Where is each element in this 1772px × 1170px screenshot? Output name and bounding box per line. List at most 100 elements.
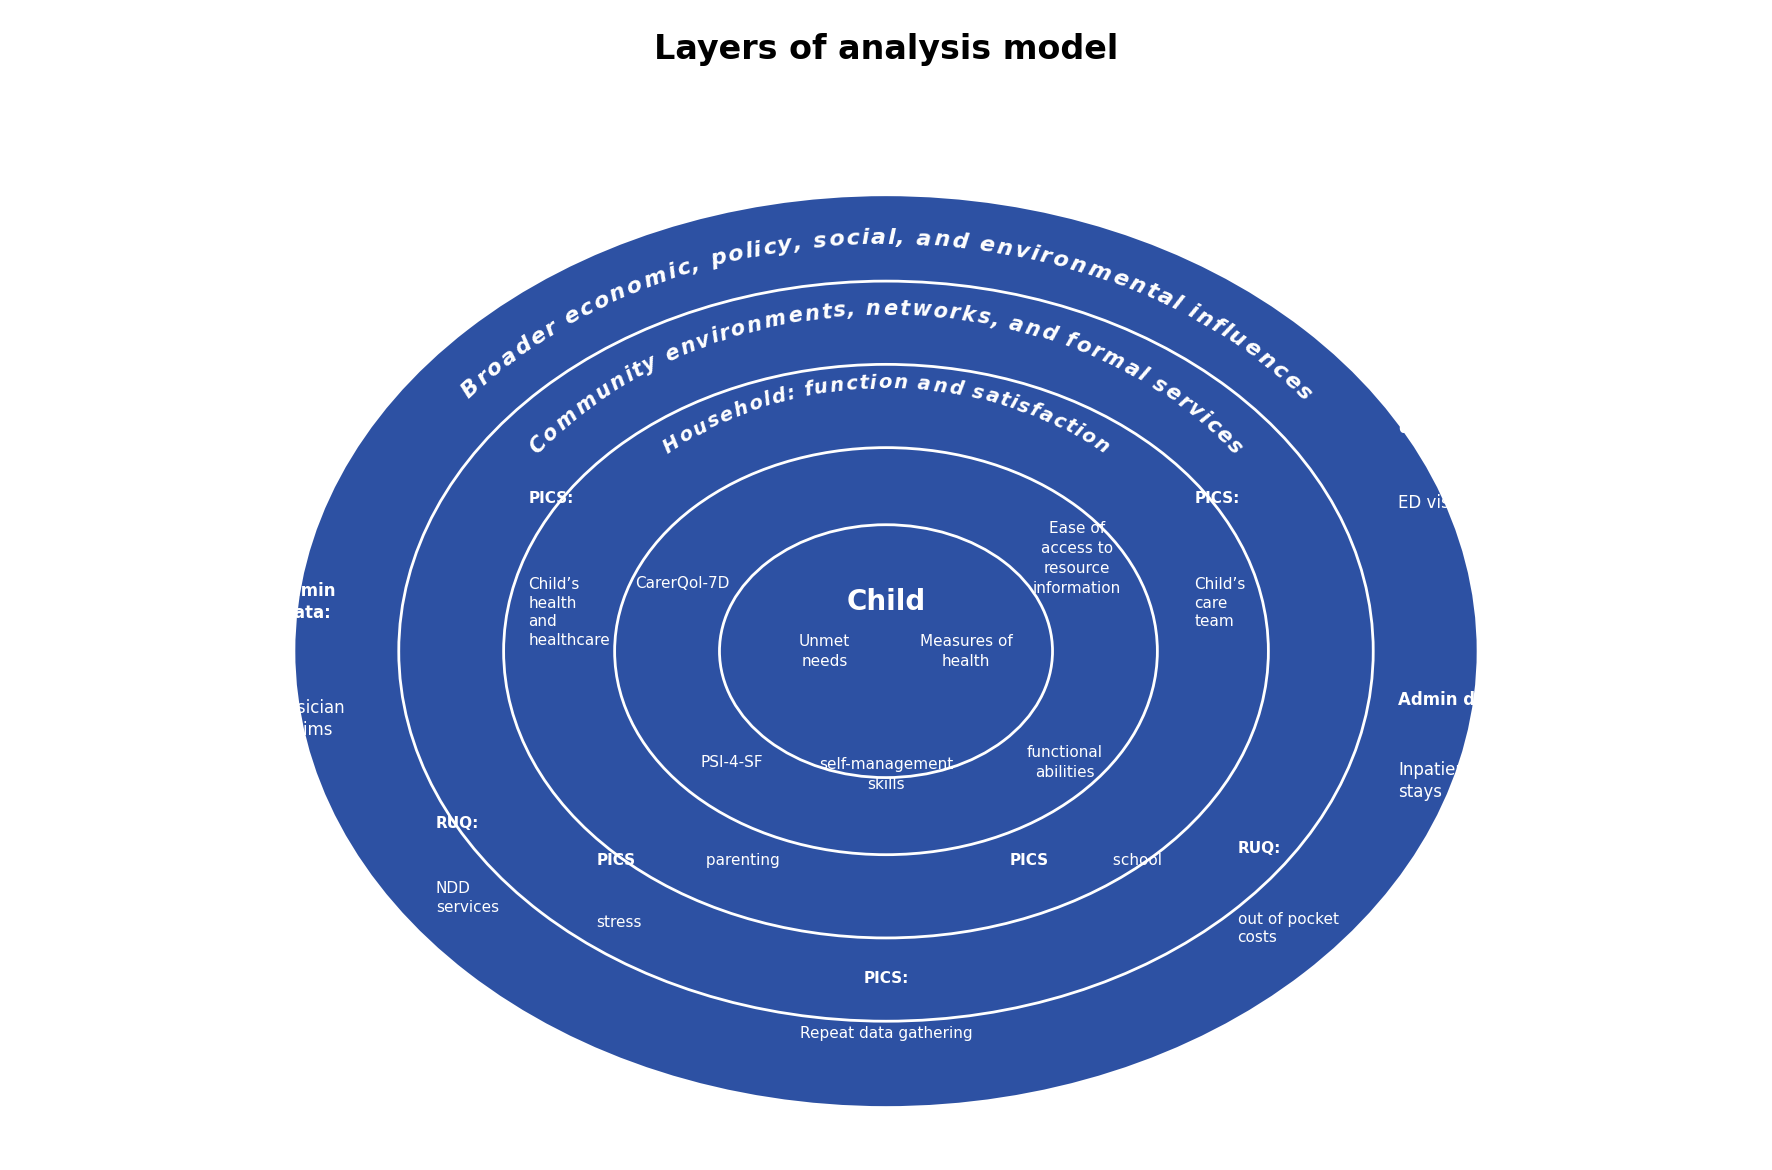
- Text: n: n: [994, 236, 1014, 260]
- Text: H: H: [659, 432, 684, 457]
- Text: s: s: [833, 301, 847, 322]
- Text: r: r: [473, 367, 494, 390]
- Text: o: o: [590, 289, 613, 314]
- Text: n: n: [744, 314, 764, 337]
- Text: c: c: [845, 228, 859, 249]
- Text: i: i: [620, 365, 638, 385]
- Text: n: n: [606, 370, 629, 394]
- Ellipse shape: [503, 364, 1269, 938]
- Text: a: a: [916, 228, 932, 249]
- Text: a: a: [870, 228, 886, 248]
- Text: l: l: [1217, 321, 1235, 342]
- Text: a: a: [916, 374, 932, 394]
- Text: ,: ,: [897, 228, 905, 248]
- Text: i: i: [870, 373, 877, 393]
- Text: a: a: [1120, 357, 1143, 381]
- Text: y: y: [776, 234, 794, 256]
- Text: ,: ,: [792, 233, 804, 254]
- Text: Measures of
health: Measures of health: [920, 634, 1012, 668]
- Text: s: s: [976, 307, 992, 329]
- Text: Child: Child: [847, 587, 925, 615]
- Ellipse shape: [615, 448, 1157, 854]
- Text: c: c: [576, 296, 597, 321]
- Text: c: c: [1201, 414, 1224, 436]
- Text: i: i: [1184, 301, 1200, 323]
- Text: r: r: [1088, 340, 1104, 363]
- Text: o: o: [482, 356, 507, 381]
- Text: a: a: [1006, 314, 1026, 336]
- Text: c: c: [1269, 358, 1292, 383]
- Text: o: o: [539, 421, 563, 446]
- Text: NDD
services: NDD services: [436, 881, 500, 915]
- Text: a: a: [1037, 404, 1056, 427]
- Text: RUQ:: RUQ:: [1237, 841, 1281, 856]
- Text: n: n: [1255, 347, 1279, 372]
- Text: o: o: [675, 424, 696, 447]
- Text: u: u: [813, 378, 829, 399]
- Text: school: school: [1108, 853, 1162, 868]
- Text: c: c: [760, 236, 778, 259]
- Text: m: m: [762, 308, 789, 332]
- Text: n: n: [677, 335, 698, 359]
- Text: i: i: [1194, 408, 1214, 428]
- Text: PICS: PICS: [595, 853, 634, 868]
- Text: y: y: [640, 352, 661, 376]
- Text: i: i: [1028, 243, 1040, 264]
- Text: ED visits: ED visits: [1398, 494, 1469, 512]
- Text: l: l: [1168, 292, 1184, 315]
- Text: Ease of
access to
resource
information: Ease of access to resource information: [1033, 522, 1122, 596]
- Text: a: a: [1154, 285, 1175, 310]
- Text: m: m: [551, 405, 581, 434]
- Text: C: C: [526, 433, 551, 457]
- Text: Unmet
needs: Unmet needs: [799, 634, 851, 668]
- Text: i: i: [861, 228, 870, 248]
- Text: w: w: [911, 300, 930, 321]
- Text: n: n: [1067, 253, 1088, 277]
- Text: a: a: [496, 345, 521, 370]
- Text: parenting: parenting: [702, 853, 780, 868]
- Text: s: s: [1223, 435, 1246, 459]
- Text: Admin
data: Admin data: [1398, 397, 1457, 436]
- Text: e: e: [787, 305, 804, 328]
- Text: n: n: [803, 303, 820, 325]
- Text: f: f: [803, 380, 813, 400]
- Text: v: v: [693, 329, 712, 352]
- Text: e: e: [978, 234, 996, 256]
- Text: i: i: [1070, 421, 1086, 441]
- Text: o: o: [1077, 425, 1099, 448]
- Text: B: B: [457, 376, 484, 402]
- Text: out of pocket
costs: out of pocket costs: [1237, 911, 1338, 945]
- Text: d: d: [510, 335, 535, 359]
- Text: p: p: [707, 247, 728, 270]
- Text: Child’s
health
and
healthcare: Child’s health and healthcare: [528, 577, 610, 648]
- Text: m: m: [1084, 259, 1113, 285]
- Text: m: m: [572, 388, 601, 418]
- Text: n: n: [1090, 434, 1113, 457]
- Text: e: e: [526, 324, 549, 350]
- Text: h: h: [732, 398, 751, 420]
- Text: c: c: [673, 257, 693, 280]
- Text: i: i: [664, 262, 679, 283]
- Text: t: t: [820, 302, 833, 323]
- Text: n: n: [893, 373, 907, 393]
- Text: physician
claims: physician claims: [268, 698, 346, 739]
- Text: d: d: [948, 378, 964, 399]
- Text: l: l: [762, 390, 773, 411]
- Text: stress: stress: [595, 915, 641, 930]
- Text: o: o: [877, 373, 891, 392]
- Text: s: s: [703, 410, 723, 432]
- Text: e: e: [1279, 369, 1304, 393]
- Text: o: o: [748, 392, 766, 415]
- Text: i: i: [709, 326, 721, 347]
- Text: n: n: [865, 298, 881, 319]
- Text: ,: ,: [689, 254, 702, 276]
- Text: e: e: [1212, 424, 1237, 448]
- Text: m: m: [641, 264, 670, 291]
- Text: PICS:: PICS:: [528, 490, 574, 505]
- Text: t: t: [898, 300, 909, 319]
- Text: s: s: [969, 383, 985, 404]
- Text: n: n: [1193, 305, 1216, 331]
- Text: e: e: [560, 304, 583, 329]
- Text: Admin data: Admin data: [1398, 691, 1504, 709]
- Ellipse shape: [294, 194, 1478, 1108]
